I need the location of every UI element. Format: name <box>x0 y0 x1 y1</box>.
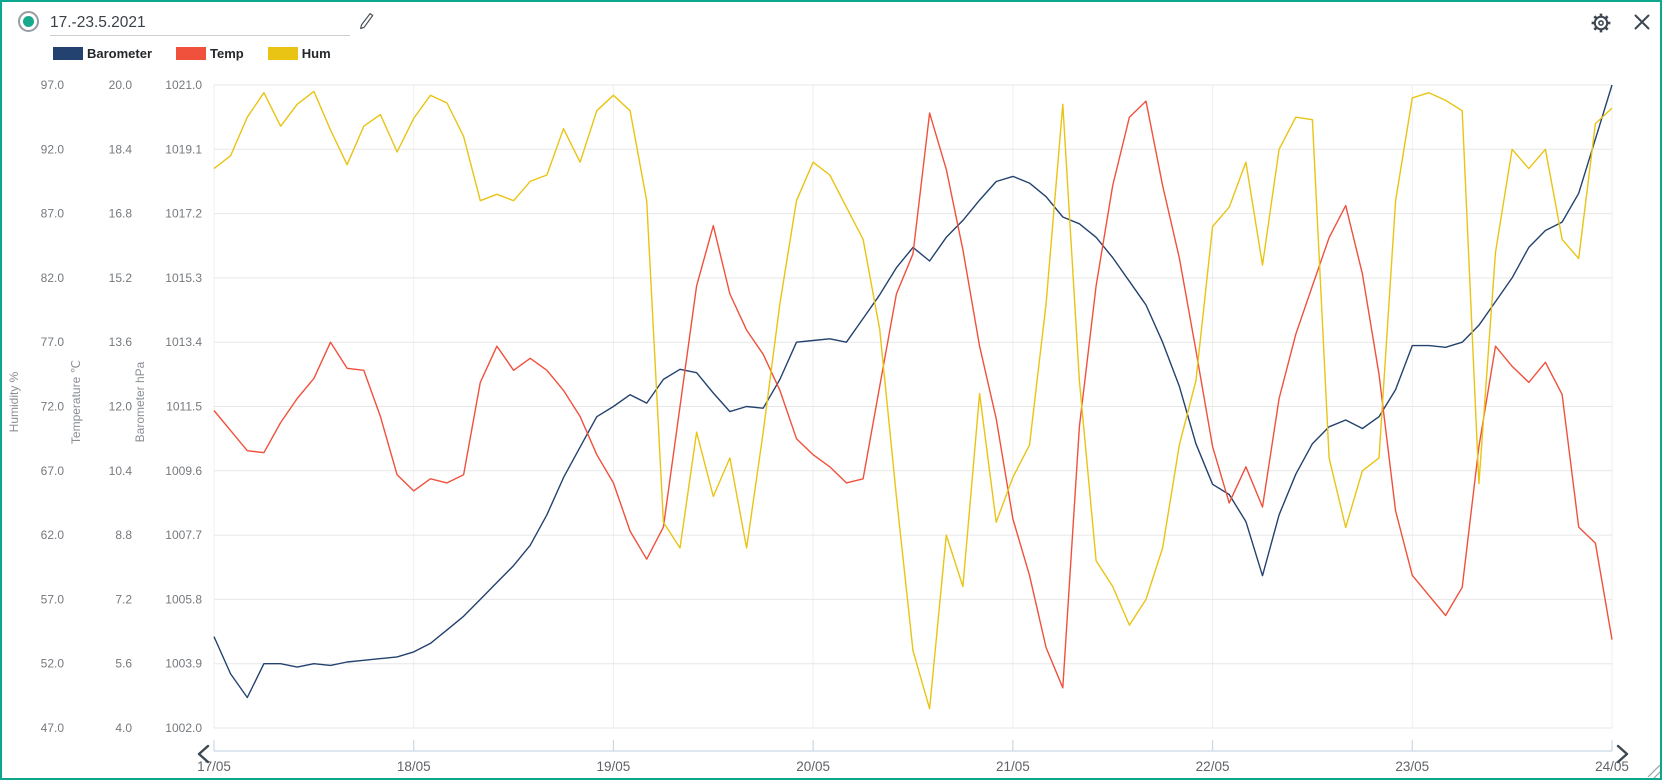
y-axis-humidity: 97.0 92.0 87.0 82.0 77.0 72.0 67.0 62.0 57.0 52.0… <box>7 78 64 735</box>
x-axis: 17/05 18/05 19/05 20/05 21/05 22/05 23/05 24/05 <box>197 740 1629 774</box>
legend-label: Temp <box>210 46 244 61</box>
resize-grip-icon[interactable] <box>1647 764 1661 778</box>
edit-pencil-icon[interactable] <box>357 12 376 31</box>
y-tick-label: 97.0 <box>41 78 65 92</box>
x-tick-label: 19/05 <box>597 759 631 774</box>
x-tick-label: 24/05 <box>1595 759 1629 774</box>
y-tick-label: 82.0 <box>41 271 65 285</box>
x-tick-label: 23/05 <box>1395 759 1429 774</box>
legend-item-temp[interactable]: Temp <box>176 46 244 61</box>
y-tick-label: 47.0 <box>41 721 65 735</box>
y-tick-label: 1009.6 <box>165 464 202 478</box>
y-tick-label: 16.8 <box>109 207 133 221</box>
settings-gear-icon[interactable] <box>1590 12 1612 34</box>
record-radio[interactable] <box>18 11 39 32</box>
y-tick-label: 62.0 <box>41 528 65 542</box>
gridlines <box>213 84 1613 729</box>
y-tick-label: 1003.9 <box>165 657 202 671</box>
y-axis-temperature: 20.0 18.4 16.8 15.2 13.6 12.0 10.4 8.8 7.2 5.6 4.0… <box>69 78 132 735</box>
y-tick-label: 8.8 <box>115 528 132 542</box>
y-tick-label: 57.0 <box>41 592 65 606</box>
x-tick-label: 17/05 <box>197 759 231 774</box>
x-tick-label: 22/05 <box>1196 759 1230 774</box>
y-axis-title-humidity: Humidity % <box>7 371 21 432</box>
legend-swatch-temp <box>176 47 207 60</box>
legend-item-hum[interactable]: Hum <box>267 46 331 61</box>
y-tick-label: 1013.4 <box>165 335 202 349</box>
y-tick-label: 1021.0 <box>165 78 202 92</box>
series-line-hum <box>213 90 1613 710</box>
y-tick-label: 1019.1 <box>165 142 202 156</box>
chart-plot-area[interactable] <box>214 85 1612 728</box>
y-tick-label: 18.4 <box>109 142 133 156</box>
y-tick-label: 1002.0 <box>165 721 202 735</box>
y-tick-label: 77.0 <box>41 335 65 349</box>
y-tick-label: 1011.5 <box>166 400 202 414</box>
radio-dot-icon <box>23 16 34 27</box>
y-tick-label: 1005.8 <box>165 592 202 606</box>
x-tick-label: 21/05 <box>996 759 1030 774</box>
y-tick-label: 4.0 <box>115 721 132 735</box>
y-axis-title-temperature: Temperature ℃ <box>69 360 83 444</box>
y-tick-label: 67.0 <box>41 464 65 478</box>
y-tick-label: 72.0 <box>41 400 65 414</box>
y-tick-label: 7.2 <box>115 592 132 606</box>
grip-line <box>1647 764 1660 778</box>
y-tick-label: 12.0 <box>109 400 133 414</box>
y-axis-title-barometer: Barometer hPa <box>133 361 147 442</box>
y-tick-label: 10.4 <box>109 464 133 478</box>
legend-label: Barometer <box>87 46 153 61</box>
legend-swatch-hum <box>267 47 298 60</box>
scroll-right-chevron-icon[interactable] <box>1616 744 1629 764</box>
y-tick-label: 87.0 <box>41 207 65 221</box>
legend-label: Hum <box>301 46 331 61</box>
close-icon[interactable] <box>1632 12 1652 32</box>
legend-item-barometer[interactable]: Barometer <box>53 46 152 61</box>
y-tick-label: 13.6 <box>109 335 133 349</box>
y-axis-barometer: 1021.0 1019.1 1017.2 1015.3 1013.4 1011.5 1009… <box>133 78 202 735</box>
y-tick-label: 52.0 <box>41 657 65 671</box>
x-tick-label: 20/05 <box>796 759 830 774</box>
grip-line <box>1653 771 1660 778</box>
y-tick-label: 1007.7 <box>165 528 202 542</box>
scroll-left-chevron-icon[interactable] <box>197 744 210 764</box>
y-tick-label: 92.0 <box>41 142 65 156</box>
title-input[interactable]: 17.-23.5.2021 <box>50 10 350 36</box>
y-tick-label: 1017.2 <box>165 207 202 221</box>
chart-legend: Barometer Temp Hum <box>53 46 355 61</box>
series-line-barometer <box>213 84 1613 699</box>
series-line-temp <box>213 100 1613 689</box>
y-tick-label: 5.6 <box>115 657 132 671</box>
y-tick-label: 20.0 <box>109 78 133 92</box>
legend-swatch-barometer <box>53 47 83 60</box>
y-tick-label: 1015.3 <box>165 271 202 285</box>
header: 17.-23.5.2021 <box>2 2 1660 44</box>
x-tick-label: 18/05 <box>397 759 431 774</box>
y-tick-label: 15.2 <box>109 271 133 285</box>
